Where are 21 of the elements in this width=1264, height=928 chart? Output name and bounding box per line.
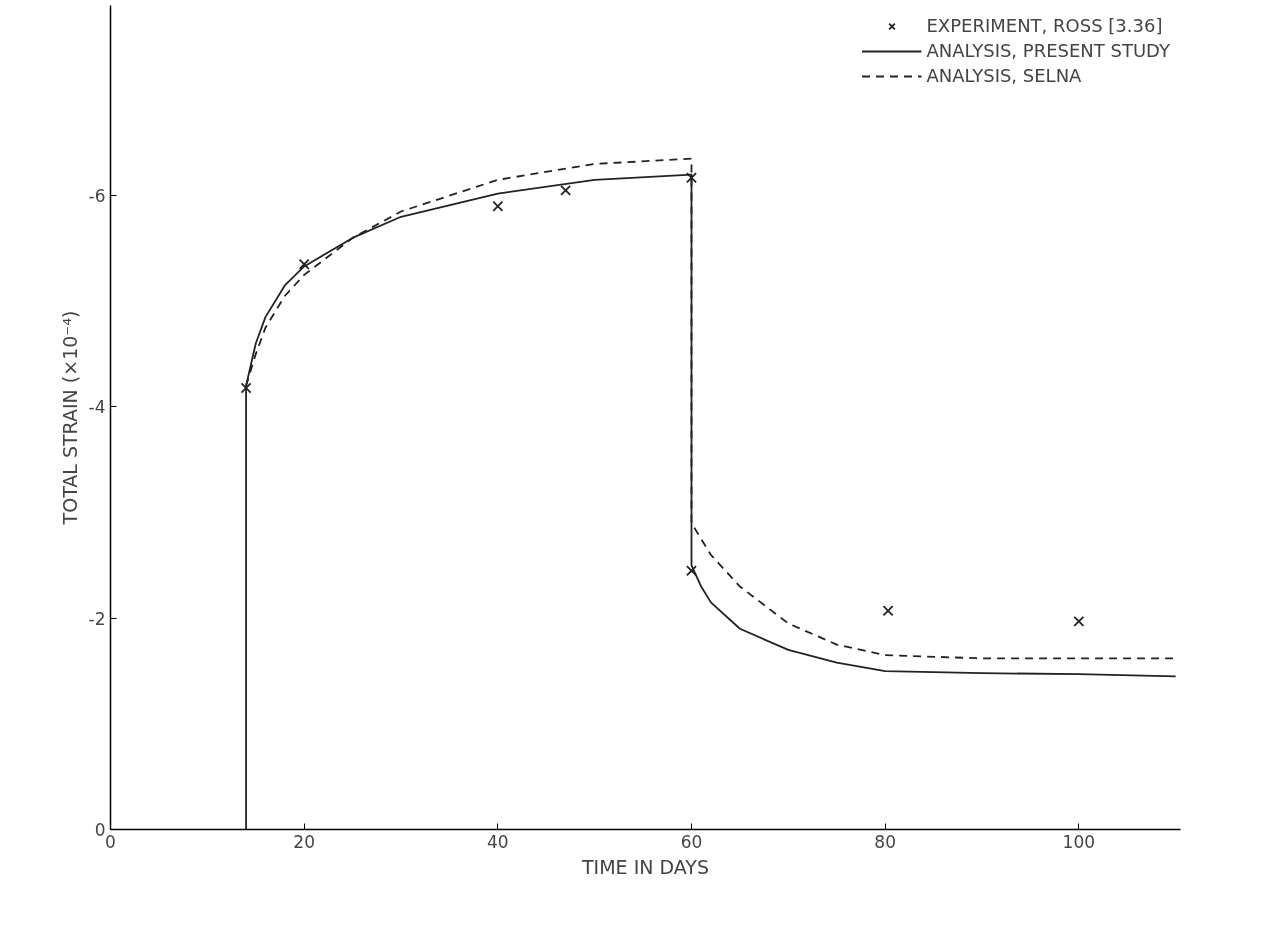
point xyxy=(298,258,310,270)
point xyxy=(492,200,504,212)
point xyxy=(1073,615,1085,627)
y-tick-label: -2 xyxy=(88,608,106,629)
y-tick-label: -4 xyxy=(88,397,106,418)
x-tick-label: 40 xyxy=(487,831,509,852)
x-tick-label: 80 xyxy=(874,831,896,852)
point xyxy=(560,184,572,196)
x-axis-title: TIME IN DAYS xyxy=(581,855,710,878)
y-tick-label: -6 xyxy=(88,186,106,207)
point xyxy=(686,172,697,184)
legend-label: ANALYSIS, PRESENT STUDY xyxy=(926,40,1170,61)
y-axis-title: TOTAL STRAIN (×10⁻⁴) xyxy=(58,310,81,526)
x-tick-label: 60 xyxy=(680,831,703,852)
point xyxy=(240,382,252,394)
point xyxy=(882,605,894,617)
legend-label: EXPERIMENT, ROSS [3.36] xyxy=(926,15,1163,36)
point xyxy=(686,565,697,577)
x-tick-label: 100 xyxy=(1062,831,1096,852)
x-tick-label: 20 xyxy=(293,831,315,852)
legend-label: ANALYSIS, SELNA xyxy=(926,65,1082,86)
